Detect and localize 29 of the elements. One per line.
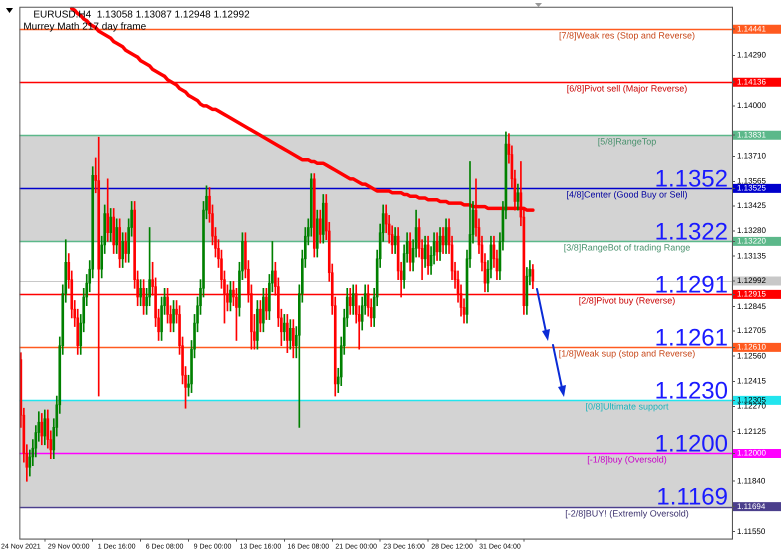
y-tick-label: 1.14000 [737,101,766,110]
y-tick-label: 1.14441 [737,24,766,34]
y-tick-label: 1.12125 [737,426,766,436]
y-tick-label: 1.14290 [737,50,766,60]
annotation: 1.1169 [656,484,728,511]
y-tick-label: 1.13565 [737,176,766,186]
y-tick-label: 1.14136 [737,77,766,86]
y-tick-label: 1.11694 [737,502,766,511]
ref-line-label: [-2/8]BUY! (Extremly Oversold) [565,508,689,518]
y-tick-label: 1.12705 [737,326,766,336]
y-tick-label: 1.12000 [737,448,766,458]
ref-line-label: [6/8]Pivot sell (Major Reverse) [566,83,688,94]
y-tick-label: 1.11550 [737,526,766,536]
y-tick-label: 1.12560 [737,351,766,360]
y-tick-label: 1.13280 [737,226,766,236]
y-tick-label: 1.13425 [737,200,766,210]
y-tick-label: 1.13831 [737,130,766,140]
y-tick-label: 1.12610 [737,342,766,352]
y-tick-label: 1.12992 [737,276,766,286]
y-tick-label: 1.12845 [737,302,766,311]
y-tick-label: 1.12915 [737,290,766,299]
y-tick-label: 1.13135 [737,251,766,260]
y-tick-label: 1.13220 [737,236,766,246]
y-tick-label: 1.13525 [737,184,766,193]
y-tick-label: 1.12415 [737,376,766,386]
ref-line-label: [5/8]RangeTop [598,136,656,146]
ref-line-label: [7/8]Weak res (Stop and Reverse) [559,30,695,40]
y-tick-label: 1.13710 [737,151,766,160]
y-tick-label: 1.11840 [737,476,766,486]
